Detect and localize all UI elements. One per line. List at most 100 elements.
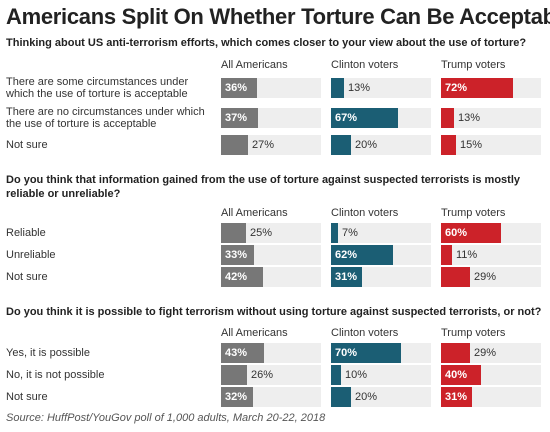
data-label: 40% bbox=[445, 369, 468, 381]
data-label: 72% bbox=[445, 82, 468, 94]
data-label: 20% bbox=[355, 139, 378, 151]
bar-track: 67% bbox=[331, 108, 431, 128]
bar-track: 31% bbox=[331, 267, 431, 287]
category-label: There are no circumstances under which t… bbox=[6, 106, 205, 130]
data-label: 25% bbox=[250, 227, 273, 239]
data-label: 37% bbox=[225, 112, 248, 124]
question-text: Thinking about US anti-terrorism efforts… bbox=[6, 37, 527, 49]
data-label: 67% bbox=[335, 112, 358, 124]
bar bbox=[441, 223, 501, 243]
data-label: 11% bbox=[456, 249, 478, 261]
bar bbox=[331, 135, 351, 155]
data-label: 29% bbox=[474, 271, 497, 283]
data-label: 7% bbox=[342, 227, 358, 239]
category-label: Reliable bbox=[6, 227, 46, 239]
category-label: Unreliable bbox=[6, 249, 56, 261]
bar bbox=[441, 267, 470, 287]
series-header: All Americans bbox=[221, 327, 288, 339]
bar bbox=[441, 135, 456, 155]
data-label: 10% bbox=[345, 369, 368, 381]
data-label: 32% bbox=[225, 391, 248, 403]
bar bbox=[221, 365, 247, 385]
bar-track: 40% bbox=[441, 365, 541, 385]
data-label: 20% bbox=[355, 391, 378, 403]
series-header: Clinton voters bbox=[331, 207, 399, 219]
category-label: No, it is not possible bbox=[6, 369, 105, 381]
bar bbox=[221, 387, 253, 407]
category-label: Not sure bbox=[6, 391, 48, 403]
data-label: 29% bbox=[474, 347, 497, 359]
bar-track: 42% bbox=[221, 267, 321, 287]
bar bbox=[221, 108, 258, 128]
data-label: 33% bbox=[225, 249, 248, 261]
data-label: 62% bbox=[335, 249, 358, 261]
chart-title: Americans Split On Whether Torture Can B… bbox=[6, 4, 550, 29]
data-label: 13% bbox=[458, 112, 481, 124]
bar bbox=[441, 108, 454, 128]
bar-track: 25% bbox=[221, 223, 321, 243]
series-header: Clinton voters bbox=[331, 59, 399, 71]
data-label: 60% bbox=[445, 227, 468, 239]
bar bbox=[441, 387, 472, 407]
bar bbox=[441, 78, 513, 98]
source-note: Source: HuffPost/YouGov poll of 1,000 ad… bbox=[6, 412, 326, 424]
series-header: Trump voters bbox=[441, 327, 506, 339]
bar-track: 29% bbox=[441, 267, 541, 287]
bar bbox=[331, 343, 401, 363]
bar bbox=[441, 245, 452, 265]
bar-track: 15% bbox=[441, 135, 541, 155]
question-text: Do you think that information gained fro… bbox=[6, 174, 521, 200]
series-header: Trump voters bbox=[441, 207, 506, 219]
series-header: Clinton voters bbox=[331, 327, 399, 339]
bar bbox=[331, 245, 393, 265]
question-text: Do you think it is possible to fight ter… bbox=[6, 306, 542, 318]
series-header: All Americans bbox=[221, 207, 288, 219]
category-label: There are some circumstances under which… bbox=[6, 76, 189, 100]
bar-track: 37% bbox=[221, 108, 321, 128]
bar-track: 7% bbox=[331, 223, 431, 243]
bar bbox=[221, 223, 246, 243]
bar bbox=[441, 343, 470, 363]
bar-track: 60% bbox=[441, 223, 541, 243]
bar bbox=[331, 223, 338, 243]
category-label: Not sure bbox=[6, 271, 48, 283]
series-header: All Americans bbox=[221, 59, 288, 71]
bar bbox=[331, 78, 344, 98]
data-label: 31% bbox=[445, 391, 468, 403]
bar bbox=[221, 78, 257, 98]
bar bbox=[331, 108, 398, 128]
bar-track: 72% bbox=[441, 78, 541, 98]
bar-track: 31% bbox=[441, 387, 541, 407]
bar-track: 26% bbox=[221, 365, 321, 385]
bar-track: 11% bbox=[441, 245, 541, 265]
bar-track: 29% bbox=[441, 343, 541, 363]
bar-track: 32% bbox=[221, 387, 321, 407]
bar-track: 13% bbox=[331, 78, 431, 98]
data-label: 42% bbox=[225, 271, 248, 283]
bar-track: 36% bbox=[221, 78, 321, 98]
bar bbox=[221, 267, 263, 287]
bar-track: 13% bbox=[441, 108, 541, 128]
bar-track: 27% bbox=[221, 135, 321, 155]
data-label: 27% bbox=[252, 139, 275, 151]
data-label: 70% bbox=[335, 347, 358, 359]
data-label: 13% bbox=[348, 82, 371, 94]
category-label: Not sure bbox=[6, 139, 48, 151]
bar bbox=[441, 365, 481, 385]
bar-track: 33% bbox=[221, 245, 321, 265]
data-label: 26% bbox=[251, 369, 274, 381]
data-label: 31% bbox=[335, 271, 358, 283]
bar-track: 20% bbox=[331, 135, 431, 155]
bar bbox=[331, 267, 362, 287]
category-label: Yes, it is possible bbox=[6, 347, 90, 359]
bar-track: 70% bbox=[331, 343, 431, 363]
bar bbox=[331, 365, 341, 385]
bar-track: 43% bbox=[221, 343, 321, 363]
data-label: 15% bbox=[460, 139, 483, 151]
series-header: Trump voters bbox=[441, 59, 506, 71]
bar-track: 20% bbox=[331, 387, 431, 407]
bar bbox=[221, 245, 254, 265]
bar bbox=[221, 343, 264, 363]
bar bbox=[221, 135, 248, 155]
bar bbox=[331, 387, 351, 407]
